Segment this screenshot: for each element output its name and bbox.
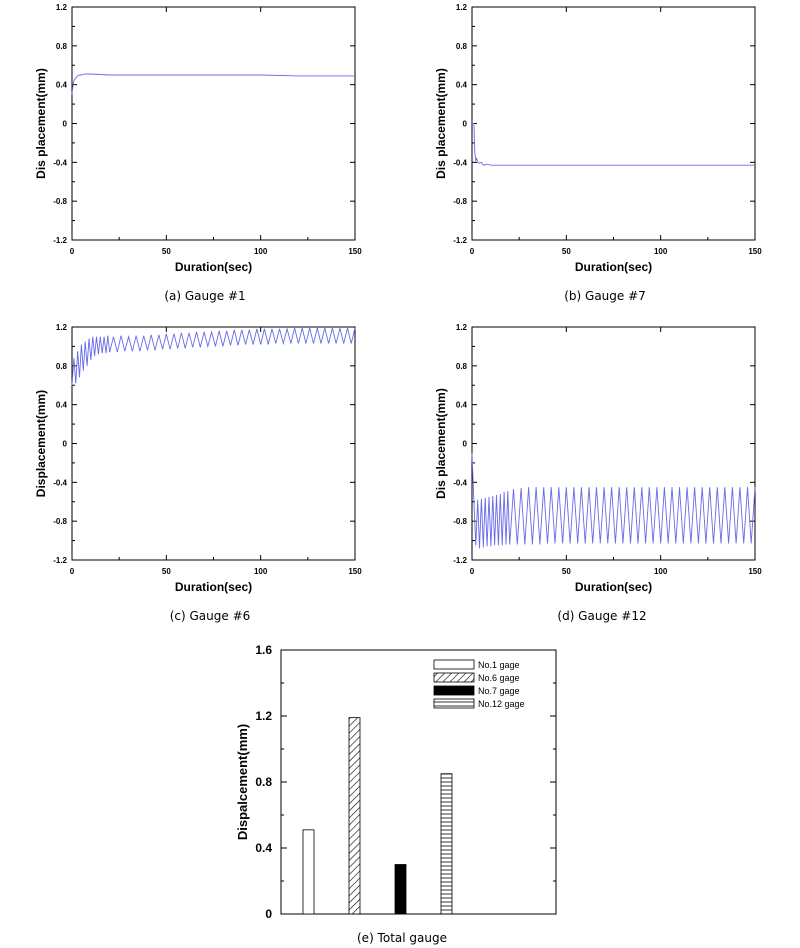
y-axis-label: Displacement(mm)	[34, 390, 48, 497]
x-tick-label: 150	[348, 567, 362, 576]
x-tick-label: 150	[748, 567, 762, 576]
x-tick-label: 0	[70, 567, 75, 576]
y-tick-label: 0	[63, 120, 68, 129]
y-tick-label: -1.2	[453, 556, 467, 565]
y-tick-label: -1.2	[53, 556, 67, 565]
x-axis-label: Duration(sec)	[175, 580, 252, 594]
panel-caption: (d) Gauge #12	[557, 609, 646, 623]
x-tick-label: 100	[654, 567, 668, 576]
line-chart-1: 1.20.80.40-0.4-0.8-1.20 50 100 150Duration(…	[34, 3, 362, 303]
plot-frame	[471, 6, 756, 241]
bar-chart: 1.6 1.2 0.8 0.4 0 Dispalcement(mm) (e) Total g…	[235, 643, 557, 945]
y-tick-label: 0.4	[456, 401, 468, 410]
x-tick-label: 50	[562, 247, 571, 256]
x-tick-label: 0	[70, 247, 75, 256]
y-tick-label: 0.8	[456, 362, 468, 371]
x-axis-label: Duration(sec)	[575, 580, 652, 594]
legend-label-4: No.12 gage	[478, 699, 525, 709]
series-line-1	[471, 453, 756, 549]
series-line-1	[472, 123, 755, 166]
y-tick-label: -0.4	[53, 478, 67, 487]
x-tick-label: 100	[254, 247, 268, 256]
panel-caption: (b) Gauge #7	[564, 289, 646, 303]
legend-label-1: No.1 gage	[478, 660, 520, 670]
x-tick-label: 50	[562, 567, 571, 576]
y-tick-label: 1.2	[255, 709, 272, 723]
y-tick-label: 1.2	[56, 3, 68, 12]
line-chart-2: 1.20.80.40-0.4-0.8-1.20 50 100 150Duration(…	[434, 3, 762, 303]
plot-frame	[71, 326, 356, 561]
legend-swatch-2	[433, 672, 475, 683]
x-tick-label: 50	[162, 247, 171, 256]
legend-swatch-1	[433, 659, 475, 670]
line-chart-4: 1.20.80.40-0.4-0.8-1.20 50 100 150Duration(…	[434, 323, 762, 623]
legend-label-3: No.7 gage	[478, 686, 520, 696]
x-tick-label: 0	[470, 567, 475, 576]
y-tick-label: 0.4	[56, 401, 68, 410]
y-tick-label: 0.8	[56, 42, 68, 51]
plot-frame	[71, 6, 356, 241]
y-tick-label: 0.4	[56, 81, 68, 90]
y-tick-label: -1.2	[53, 236, 67, 245]
legend: No.1 gage No.6 gage No.7 gage No.12 gage	[433, 659, 525, 709]
y-tick-label: 1.6	[255, 643, 272, 657]
y-tick-label: 1.2	[56, 323, 68, 332]
y-tick-label: 0.4	[456, 81, 468, 90]
legend-swatch-3	[433, 685, 475, 696]
x-tick-label: 150	[348, 247, 362, 256]
x-tick-label: 100	[254, 567, 268, 576]
bar-3	[394, 864, 407, 915]
y-axis-label: Dis placement(mm)	[434, 68, 448, 179]
y-axis-label: Dis placement(mm)	[434, 388, 448, 499]
panel-caption: (c) Gauge #6	[170, 609, 251, 623]
panel-caption: (e) Total gauge	[357, 931, 447, 945]
series-line-1	[71, 73, 355, 95]
x-tick-label: 150	[748, 247, 762, 256]
panel-caption: (a) Gauge #1	[164, 289, 245, 303]
y-tick-label: 0.8	[56, 362, 68, 371]
y-tick-label: 1.2	[456, 3, 468, 12]
x-tick-label: 0	[470, 247, 475, 256]
y-tick-label: 0.4	[255, 841, 272, 855]
legend-swatch-4	[433, 698, 475, 709]
y-tick-label: -0.8	[53, 197, 67, 206]
y-tick-label: 0	[463, 440, 468, 449]
y-tick-label: 1.2	[456, 323, 468, 332]
y-tick-label: 0.8	[456, 42, 468, 51]
y-tick-label: -0.4	[453, 478, 467, 487]
bar-2	[348, 717, 361, 915]
y-tick-label: 0.8	[255, 775, 272, 789]
y-axis-label: Dispalcement(mm)	[235, 724, 250, 840]
x-tick-label: 50	[162, 567, 171, 576]
x-tick-label: 100	[654, 247, 668, 256]
bar-1	[302, 829, 315, 915]
x-axis-label: Duration(sec)	[175, 260, 252, 274]
y-tick-label: 0	[463, 120, 468, 129]
y-tick-label: -0.4	[53, 158, 67, 167]
x-axis-label: Duration(sec)	[575, 260, 652, 274]
bar-4	[440, 773, 453, 915]
y-tick-label: 0	[265, 907, 272, 921]
y-tick-label: -0.4	[453, 158, 467, 167]
y-tick-label: -0.8	[453, 197, 467, 206]
line-chart-3: 1.20.80.40-0.4-0.8-1.20 50 100 150Duration(…	[34, 323, 362, 623]
series-line-1	[71, 327, 356, 386]
y-axis-label: Dis placement(mm)	[34, 68, 48, 179]
y-tick-label: 0	[63, 440, 68, 449]
legend-label-2: No.6 gage	[478, 673, 520, 683]
y-tick-label: -0.8	[53, 517, 67, 526]
y-tick-label: -0.8	[453, 517, 467, 526]
y-tick-label: -1.2	[453, 236, 467, 245]
